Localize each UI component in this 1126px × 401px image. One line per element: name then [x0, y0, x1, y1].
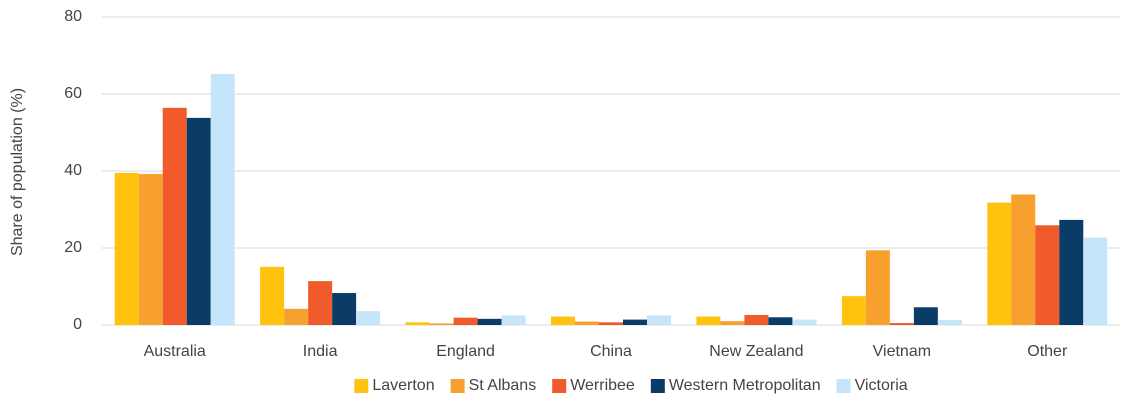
bar [575, 321, 599, 325]
bar [332, 293, 357, 325]
bar [937, 319, 962, 325]
y-axis-label: Share of population (%) [9, 88, 26, 256]
bar [551, 316, 575, 325]
legend-label: Victoria [855, 377, 908, 394]
bar [768, 317, 793, 325]
legend-label: Laverton [372, 377, 434, 394]
legend-label: St Albans [469, 377, 537, 394]
bar [1083, 237, 1108, 325]
x-tick-label: New Zealand [709, 343, 803, 360]
bar [889, 323, 914, 325]
y-tick-label: 80 [64, 8, 82, 25]
x-tick-label: India [303, 343, 338, 360]
legend-swatch [354, 379, 369, 393]
bar [1035, 225, 1060, 325]
x-tick-label: China [590, 343, 632, 360]
bar [114, 172, 139, 325]
bar [792, 319, 817, 325]
bar [913, 307, 938, 325]
x-tick-label: Other [1027, 343, 1068, 360]
legend: Laverton St Albans Werribee Western Metropo… [354, 377, 908, 394]
bar [1011, 194, 1036, 325]
legend-label: Werribee [570, 377, 635, 394]
bar [744, 314, 769, 325]
bar [284, 308, 309, 325]
x-tick-label: Vietnam [873, 343, 931, 360]
legend-label: Western Metropolitan [669, 377, 821, 394]
y-tick-label: 20 [64, 239, 82, 256]
bar [356, 311, 381, 325]
bar [501, 315, 526, 325]
bar [696, 316, 721, 325]
bar [647, 315, 671, 325]
bar [138, 174, 163, 325]
bar [720, 321, 745, 325]
bar [841, 296, 866, 325]
bar [210, 73, 235, 325]
legend-swatch [836, 379, 851, 393]
bar [599, 322, 623, 325]
bar [987, 202, 1012, 325]
x-tick-label: England [436, 343, 495, 360]
legend-swatch [650, 379, 665, 393]
legend-swatch [450, 379, 465, 393]
bar [162, 107, 187, 325]
bar [429, 323, 454, 325]
y-tick-label: 60 [64, 85, 82, 102]
bar [405, 322, 430, 325]
bar [308, 281, 333, 325]
bar [453, 317, 478, 325]
bar [260, 266, 285, 325]
bar [623, 319, 647, 325]
bar [1059, 219, 1084, 325]
y-tick-label: 0 [73, 316, 82, 333]
bar [865, 250, 890, 325]
bar [477, 318, 502, 325]
bar [186, 117, 211, 326]
y-tick-label: 40 [64, 162, 82, 179]
legend-swatch [552, 379, 567, 393]
x-tick-label: Australia [144, 343, 206, 360]
